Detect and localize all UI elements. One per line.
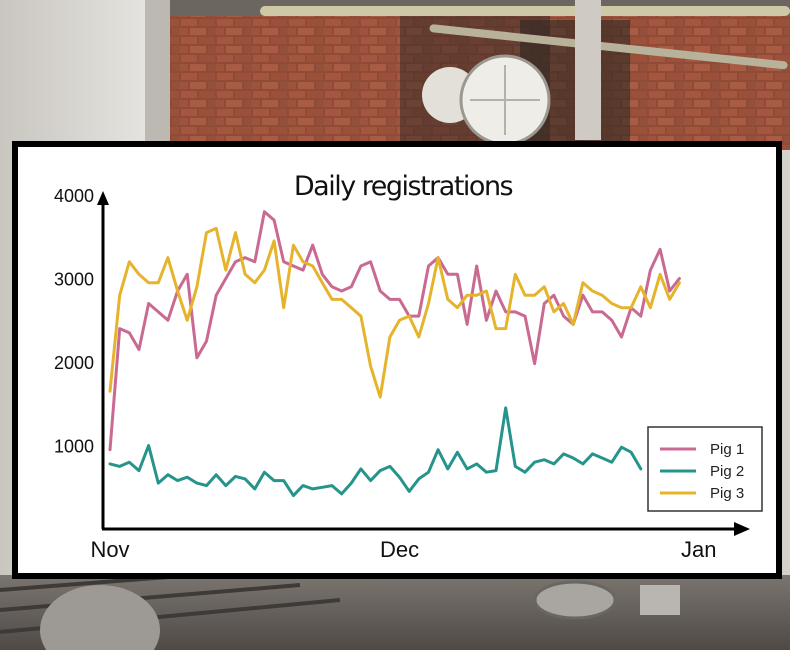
y-tick-label: 3000 [54,270,94,290]
series-line-pig-3 [108,226,681,399]
x-tick-labels: Nov Dec Jan [90,537,716,562]
line-chart: Daily registrations 1000 2000 3000 4000 Nov… [54,171,763,562]
y-tick-label: 1000 [54,437,94,457]
legend-label: Pig 3 [710,485,744,502]
legend-box [647,426,763,512]
axes [97,191,750,536]
x-axis-arrowhead [734,522,750,536]
y-tick-label: 4000 [54,186,94,206]
series-line-pig-2 [108,406,643,498]
series-line-pig-1 [108,210,681,452]
x-tick-label: Dec [380,537,419,562]
chart-panel: Daily registrations 1000 2000 3000 4000 Nov… [12,141,782,579]
y-tick-label: 2000 [54,353,94,373]
y-axis-arrowhead [97,191,109,205]
chart-title: Daily registrations [294,171,513,202]
x-tick-label: Nov [90,537,129,562]
x-tick-label: Jan [681,537,716,562]
y-tick-labels: 1000 2000 3000 4000 [54,186,94,457]
legend-label: Pig 1 [710,441,744,458]
legend-label: Pig 2 [710,463,744,480]
legend: Pig 1 Pig 2 Pig 3 [647,426,763,512]
series-lines [108,210,681,498]
